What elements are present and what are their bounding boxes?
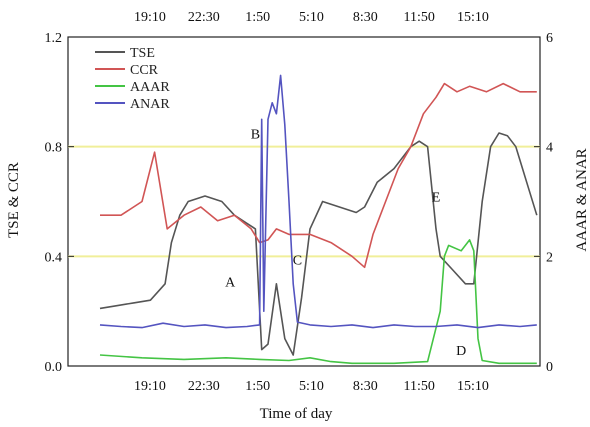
reference-lines — [68, 145, 540, 258]
annotation-d: D — [456, 344, 466, 359]
legend-label-ccr: CCR — [130, 63, 159, 78]
top-tick-label: 19:10 — [134, 10, 166, 25]
right-tick-label: 6 — [546, 31, 553, 46]
bottom-x-ticks: 19:10 22:30 1:50 5:10 8:30 11:50 15:10 — [134, 379, 489, 394]
series-line-aaar — [99, 239, 537, 365]
left-tick-label: 0.8 — [45, 141, 63, 156]
right-y-ticks: 0 2 4 6 — [534, 31, 553, 375]
legend-label-aaar: AAAR — [130, 80, 170, 95]
left-y-ticks: 0.0 0.4 0.8 1.2 — [45, 31, 74, 375]
bottom-tick-label: 1:50 — [245, 379, 270, 394]
right-tick-label: 2 — [546, 250, 553, 265]
plot-background — [67, 36, 541, 367]
bottom-tick-label: 8:30 — [353, 379, 378, 394]
series-line-tse — [99, 132, 538, 356]
left-tick-label: 0.4 — [45, 250, 63, 265]
left-tick-label: 1.2 — [45, 31, 63, 46]
series-line-ccr — [100, 82, 537, 269]
top-tick-label: 8:30 — [353, 10, 378, 25]
annotation-a: A — [225, 275, 236, 290]
right-y-axis-label: AAAR & ANAR — [574, 148, 590, 251]
annotations: A B C D E — [225, 127, 466, 359]
legend-label-anar: ANAR — [130, 97, 170, 112]
bottom-tick-label: 22:30 — [188, 379, 220, 394]
right-tick-label: 0 — [546, 360, 553, 375]
legend-label-tse: TSE — [130, 46, 155, 61]
plot-frame — [67, 36, 541, 367]
right-tick-label: 4 — [546, 141, 553, 156]
series-line-anar — [99, 74, 537, 329]
left-tick-label: 0.0 — [45, 360, 63, 375]
legend: TSE CCR AAAR ANAR — [95, 46, 170, 112]
top-x-ticks: 19:10 22:30 1:50 5:10 8:30 11:50 15:10 — [134, 10, 489, 25]
left-y-axis-label: TSE & CCR — [6, 162, 22, 238]
bottom-tick-label: 11:50 — [403, 379, 434, 394]
x-axis-label: Time of day — [260, 406, 333, 422]
annotation-e: E — [432, 191, 441, 206]
top-tick-label: 15:10 — [457, 10, 489, 25]
top-tick-label: 11:50 — [403, 10, 434, 25]
bottom-tick-label: 5:10 — [299, 379, 324, 394]
annotation-c: C — [293, 254, 302, 269]
annotation-b: B — [251, 127, 260, 142]
top-tick-label: 22:30 — [188, 10, 220, 25]
top-tick-label: 5:10 — [299, 10, 324, 25]
series-layer — [99, 74, 538, 365]
bottom-tick-label: 15:10 — [457, 379, 489, 394]
bottom-tick-label: 19:10 — [134, 379, 166, 394]
top-tick-label: 1:50 — [245, 10, 270, 25]
